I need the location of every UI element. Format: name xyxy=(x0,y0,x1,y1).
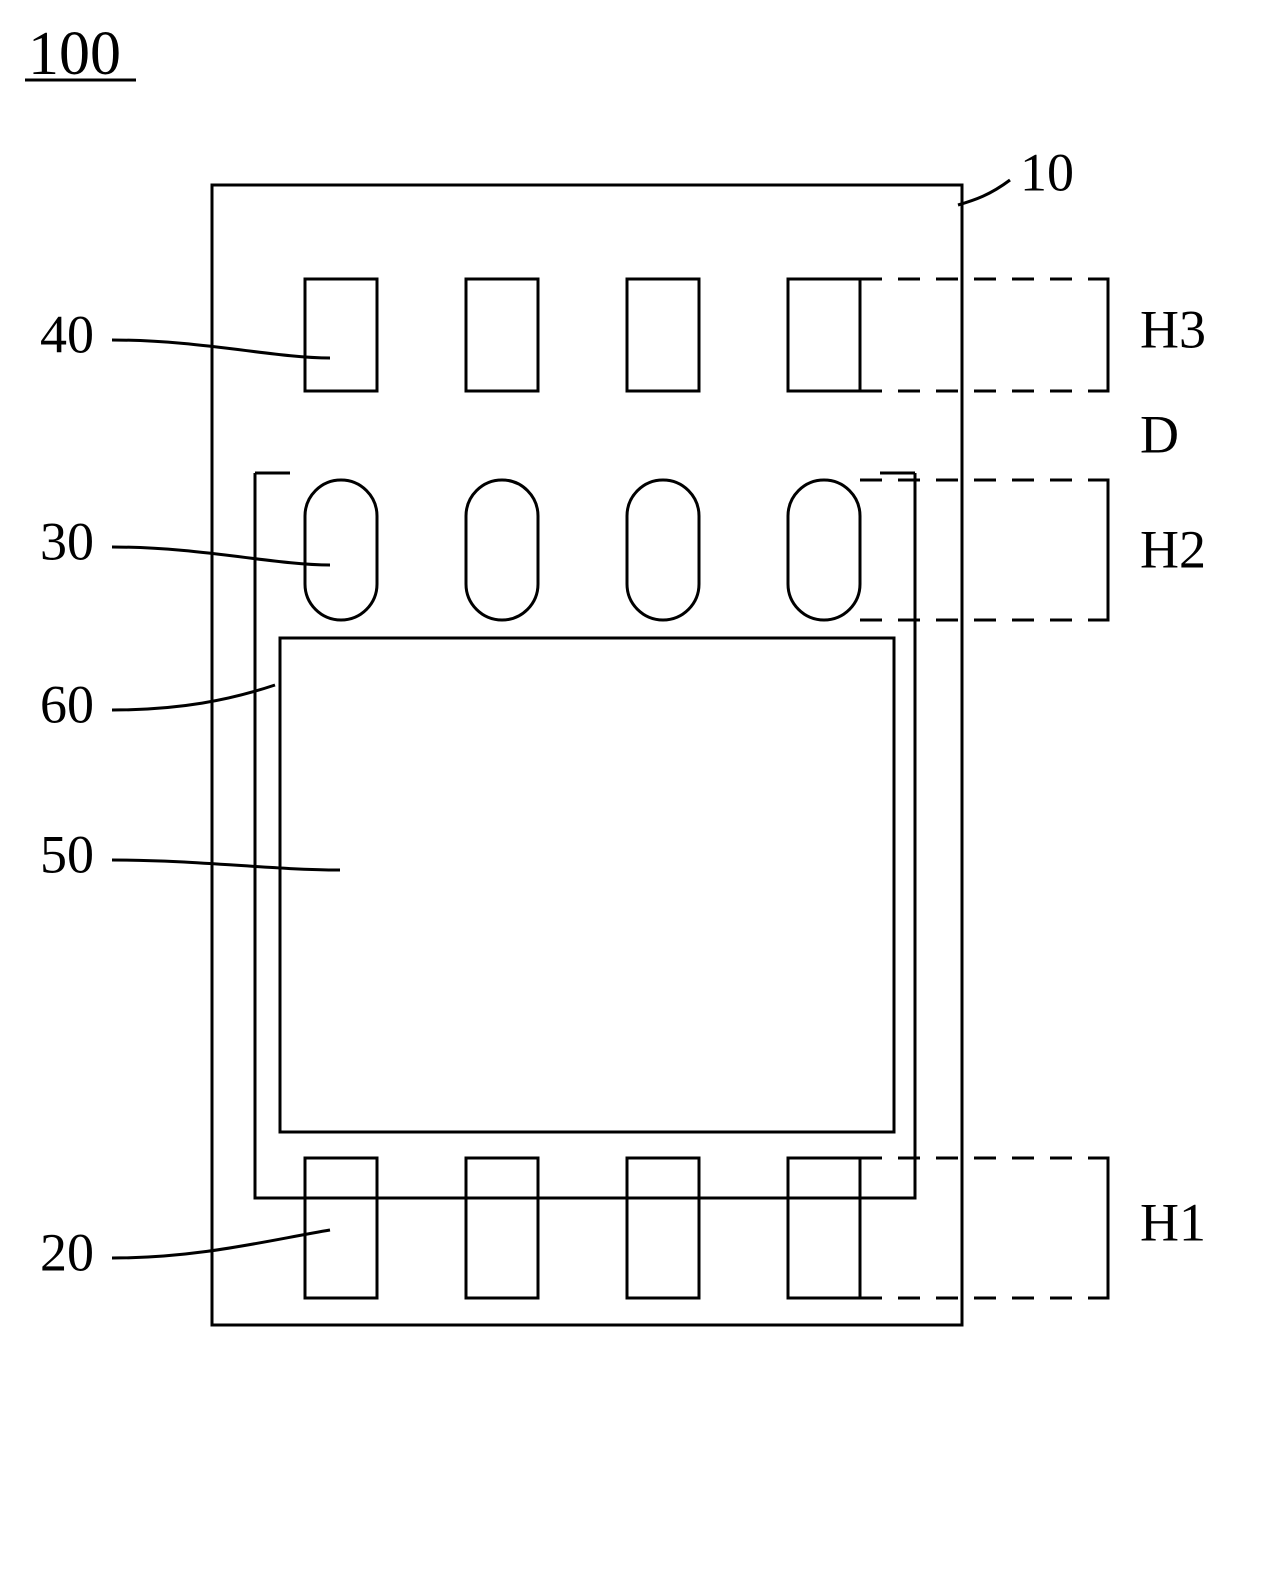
leader-30 xyxy=(112,547,330,565)
top-slot-2 xyxy=(466,279,538,391)
ref-label-40: 40 xyxy=(40,304,94,364)
top-slot-3 xyxy=(627,279,699,391)
oval-slot-3 xyxy=(627,480,699,620)
ref-label-50: 50 xyxy=(40,824,94,884)
leader-60 xyxy=(112,685,275,710)
top-slot-1 xyxy=(305,279,377,391)
bottom-slot-1 xyxy=(305,1158,377,1298)
dim-h3-label: H3 xyxy=(1140,299,1206,359)
dim-h2-label: H2 xyxy=(1140,519,1206,579)
ref-label-20: 20 xyxy=(40,1222,94,1282)
inner-frame xyxy=(255,473,915,1198)
oval-slot-2 xyxy=(466,480,538,620)
ref-label-60: 60 xyxy=(40,674,94,734)
oval-slot-1 xyxy=(305,480,377,620)
leader-50 xyxy=(112,860,340,870)
top-slot-4 xyxy=(788,279,860,391)
bottom-slot-3 xyxy=(627,1158,699,1298)
dim-h1-bracket xyxy=(1090,1158,1108,1298)
ref-label-30: 30 xyxy=(40,511,94,571)
oval-slot-4 xyxy=(788,480,860,620)
leader-20 xyxy=(112,1230,330,1258)
ref-label-10: 10 xyxy=(1020,142,1074,202)
leader-10 xyxy=(958,180,1010,205)
outer-body xyxy=(212,185,962,1325)
dim-d-label: D xyxy=(1140,404,1179,464)
leader-40 xyxy=(112,340,330,358)
diagram-svg: 100 H3 D H2 H1 10 20 30 40 50 60 xyxy=(0,0,1275,1580)
bottom-slot-2 xyxy=(466,1158,538,1298)
screen-area xyxy=(280,638,894,1132)
bottom-slot-4 xyxy=(788,1158,860,1298)
dim-h2-bracket xyxy=(1090,480,1108,620)
dim-h3-bracket xyxy=(1090,279,1108,391)
figure-number: 100 xyxy=(28,20,121,88)
dim-h1-label: H1 xyxy=(1140,1192,1206,1252)
